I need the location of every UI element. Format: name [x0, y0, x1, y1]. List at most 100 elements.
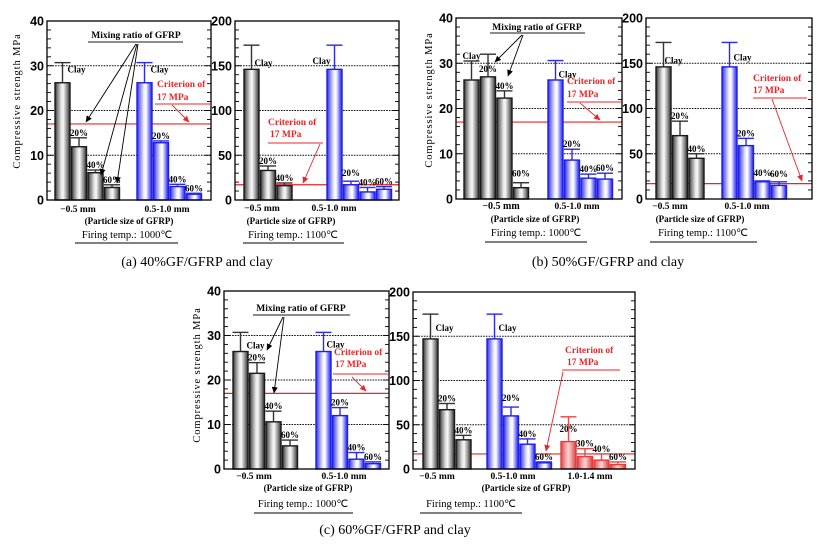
y-tick-label: 100: [389, 374, 410, 388]
bar-data-label: Clay: [151, 65, 170, 75]
bar: [265, 421, 282, 470]
criterion-label: Criterion of: [567, 77, 616, 87]
x-tick-label: 0.5-1.0 mm: [321, 472, 366, 482]
x-tick-label: 0.5-1.0 mm: [311, 204, 356, 214]
y-tick-label: 50: [629, 147, 643, 161]
y-tick-label: 200: [389, 286, 410, 300]
annotation-arrow: [266, 316, 284, 351]
bar-data-label: Clay: [559, 70, 578, 80]
bar-data-label: Clay: [247, 340, 266, 350]
bar-data-label: 60%: [770, 169, 788, 179]
bar-data-label: Clay: [734, 52, 753, 62]
bar: [512, 186, 530, 200]
bar: [331, 414, 349, 470]
chart-b-1000c: Clay20%40%60%Clay20%40%60%010203040−0.5 …: [424, 12, 623, 243]
bar: [770, 184, 788, 200]
bar: [70, 146, 88, 201]
criterion-label: Criterion of: [753, 74, 802, 84]
y-tick-label: 100: [211, 104, 232, 118]
bar: [326, 68, 343, 201]
bar: [276, 184, 293, 201]
x-tick-label: 0.5-1.0 mm: [724, 202, 769, 212]
criterion-arrow: [302, 143, 321, 184]
y-tick-label: 0: [636, 193, 643, 207]
bar-data-label: 40%: [455, 425, 473, 435]
mixing-ratio-annotation: Mixing ratio of GFRP: [91, 31, 181, 41]
y-tick-label: 30: [439, 57, 453, 71]
bar: [593, 459, 610, 470]
bar: [560, 440, 577, 470]
criterion-value-label: 17 MPa: [567, 358, 599, 368]
bar-data-label: Clay: [463, 51, 482, 61]
plot-area: Clay20%40%Clay20%40%60%20%30%40%60%05010…: [389, 286, 636, 482]
bar-data-label: Clay: [436, 323, 455, 333]
bar-data-label: 20%: [671, 111, 689, 121]
criterion-arrow: [351, 376, 367, 392]
criterion-value-label: 17 MPa: [567, 90, 599, 100]
bar-data-label: 60%: [512, 169, 530, 179]
bar-data-label: 20%: [70, 128, 88, 138]
annotation-arrow: [494, 34, 523, 63]
bar-data-label: 30%: [576, 439, 594, 449]
bar: [609, 463, 627, 470]
bar: [54, 82, 71, 201]
x-tick-label: −0.5 mm: [482, 201, 520, 212]
bar: [281, 445, 299, 470]
bar: [519, 443, 536, 470]
bar-data-label: 40%: [276, 173, 294, 183]
bar-data-label: 40%: [359, 177, 377, 187]
bar-data-label: 60%: [609, 452, 627, 462]
x-axis-label: (Particle size of GFRP): [482, 483, 571, 493]
firing-temp-label: Firing temp.: 1100℃: [426, 499, 516, 510]
y-tick-label: 0: [214, 463, 221, 477]
criterion-value-label: 17 MPa: [270, 130, 302, 140]
bar: [547, 79, 564, 200]
bar: [580, 177, 597, 200]
y-axis-label: Compressive strength MPa: [424, 32, 435, 167]
bar-data-label: 40%: [87, 160, 105, 170]
x-tick-label: −0.5 mm: [652, 202, 688, 212]
annotation-arrow: [85, 43, 137, 123]
bar: [479, 76, 497, 200]
bar: [364, 462, 382, 470]
x-tick-label: −0.5 mm: [60, 205, 96, 215]
criterion-arrow: [544, 371, 564, 452]
y-tick-label: 50: [396, 418, 410, 432]
plot-area: Clay20%40%Clay20%40%60%050100150200−0.5 …: [622, 12, 813, 212]
y-axis-label: Compressive strength MPa: [192, 307, 203, 442]
criterion-label: Criterion of: [565, 346, 614, 356]
y-tick-label: 200: [622, 12, 643, 26]
criterion-arrow: [771, 98, 803, 182]
y-tick-label: 100: [622, 102, 643, 116]
criterion-label: Criterion of: [268, 118, 317, 128]
bar-data-label: 20%: [563, 139, 581, 149]
bar: [455, 439, 472, 470]
x-tick-label: −0.5 mm: [244, 204, 280, 214]
annotation-arrow: [271, 316, 285, 394]
chart-a-1000c: Clay20%40%60%Clay20%40%60%010203040−0.5 …: [12, 15, 212, 244]
y-axis-label: Compressive strength MPa: [12, 33, 23, 168]
firing-temp-label: Firing temp.: 1100℃: [658, 228, 748, 239]
bar: [463, 79, 480, 200]
bar-data-label: 60%: [185, 183, 203, 193]
firing-temp-label: Firing temp.: 1000℃: [491, 228, 581, 239]
bar: [359, 191, 376, 201]
annotation-arrow: [99, 43, 138, 176]
bar-data-label: Clay: [499, 323, 518, 333]
y-tick-label: 0: [446, 193, 453, 207]
y-tick-label: 150: [622, 57, 643, 71]
y-tick-label: 20: [30, 104, 44, 118]
bar: [103, 186, 121, 201]
bar: [596, 178, 614, 200]
bar-data-label: 60%: [103, 175, 121, 185]
y-tick-label: 10: [30, 149, 44, 163]
bar-data-label: 40%: [754, 168, 772, 178]
y-tick-label: 20: [207, 374, 221, 388]
bar: [422, 338, 439, 470]
bar-data-label: 40%: [580, 164, 598, 174]
mixing-ratio-annotation: Mixing ratio of GFRP: [492, 23, 582, 33]
chart-a-1100c: Clay20%40%Clay20%40%60%050100150200−0.5 …: [211, 15, 400, 244]
criterion-arrow: [171, 104, 190, 123]
bar-data-label: 40%: [265, 401, 283, 411]
